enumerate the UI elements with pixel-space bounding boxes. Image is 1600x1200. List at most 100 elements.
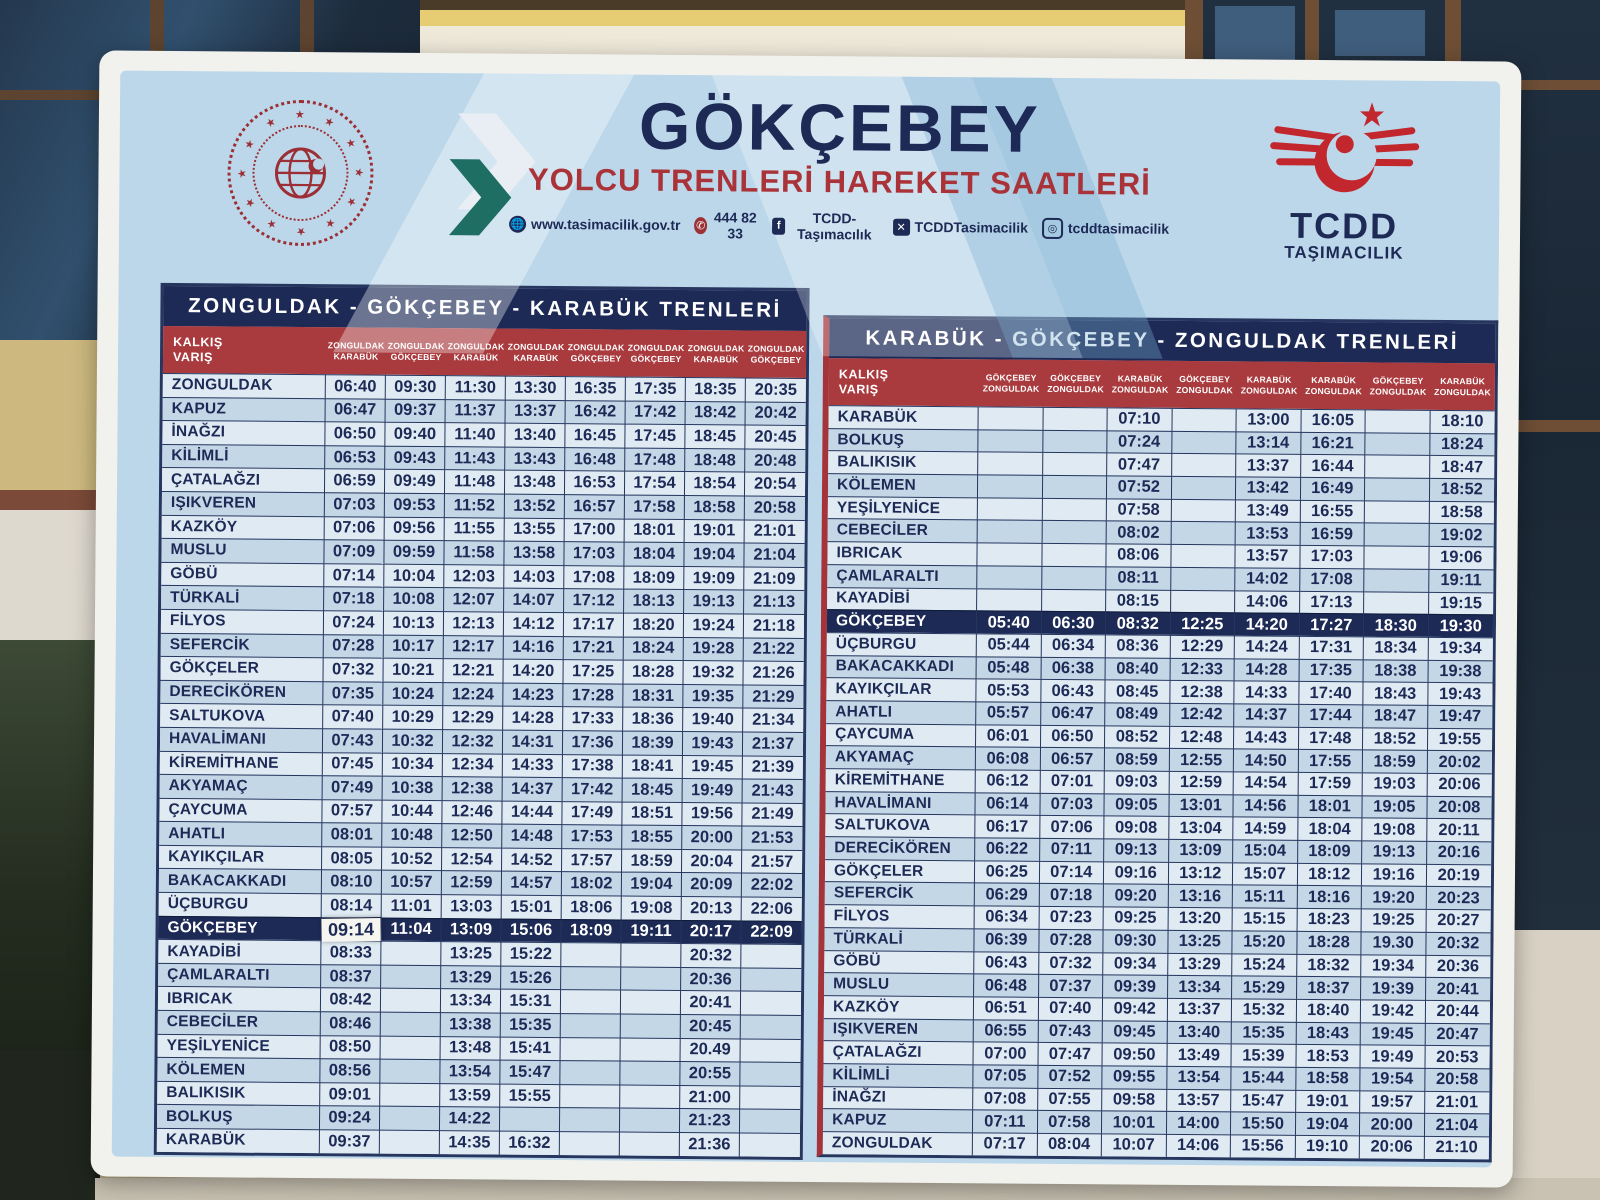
time-cell: 18:41 — [622, 754, 683, 779]
time-cell: 08:32 — [1105, 611, 1171, 635]
time-cell: 09:37 — [319, 1129, 380, 1154]
time-cell: 17:44 — [1298, 703, 1364, 728]
time-cell: 07:32 — [323, 657, 384, 682]
time-cell: 07:24 — [323, 610, 385, 635]
column-header: GÖKÇEBEY ZONGULDAK — [982, 372, 1040, 394]
station-name: HAVALİMANI — [825, 790, 976, 815]
time-cell: 13:37 — [505, 399, 566, 424]
seal-star-icon: ★ — [352, 167, 365, 178]
time-cell: 20:11 — [1426, 818, 1492, 842]
time-cell: 15:47 — [500, 1059, 561, 1084]
time-cell: 17:28 — [563, 682, 624, 707]
time-cell: 20:45 — [680, 1014, 741, 1039]
time-cell: 13:49 — [1167, 1043, 1232, 1067]
time-cell: 15:22 — [501, 941, 562, 966]
time-cell: 09:39 — [1103, 974, 1168, 998]
time-cell: 18:24 — [623, 636, 684, 661]
time-cell: 20:16 — [1426, 840, 1492, 865]
station-name: KAPUZ — [162, 396, 326, 422]
time-cell: 20:41 — [1425, 977, 1491, 1001]
contact-row: 🌐 www.tasimacilik.gov.tr ✆ 444 82 33 f T… — [509, 208, 1169, 245]
time-cell: 18:02 — [561, 871, 623, 896]
time-cell: 12:42 — [1169, 702, 1235, 726]
time-cell: 14:35 — [439, 1130, 500, 1155]
time-cell: 18:24 — [1429, 432, 1495, 456]
station-name: BAKACAKKADI — [826, 654, 977, 679]
seal-star-icon: ★ — [294, 108, 305, 122]
time-cell: 16:44 — [1300, 454, 1366, 478]
time-cell: 11:52 — [444, 493, 505, 518]
time-cell: 06:08 — [975, 746, 1041, 770]
time-cell: 12:48 — [1169, 725, 1235, 749]
time-cell — [978, 406, 1044, 430]
time-cell: 20:06 — [1427, 772, 1492, 797]
column-header: GÖKÇEBEY ZONGULDAK — [1369, 375, 1427, 397]
time-cell: 07:06 — [324, 515, 385, 540]
time-cell: 19:06 — [1428, 546, 1494, 570]
time-cell: 07:00 — [973, 1041, 1039, 1065]
time-cell: 07:23 — [1039, 905, 1104, 930]
station-name: AHATLI — [826, 700, 977, 724]
time-cell: 06:53 — [325, 445, 386, 470]
time-cell: 09:43 — [385, 445, 446, 470]
time-cell: 19:25 — [1361, 908, 1427, 932]
time-cell: 15:29 — [1232, 975, 1297, 999]
time-cell: 21:43 — [742, 778, 803, 803]
time-cell: 13:40 — [1167, 1020, 1232, 1044]
station-name: TÜRKALİ — [824, 926, 975, 951]
station-name: ÇAMLARALTI — [827, 563, 978, 588]
time-cell: 19:13 — [684, 589, 745, 614]
time-cell: 19:45 — [682, 754, 743, 779]
time-cell: 12:46 — [442, 799, 503, 824]
time-cell: 11:55 — [444, 516, 505, 541]
table-karabuk-zonguldak: KARABÜK - GÖKÇEBEY - ZONGULDAK TRENLERİ … — [816, 315, 1499, 1163]
time-cell — [740, 1014, 801, 1039]
time-cell: 16:55 — [1300, 499, 1365, 523]
seal-star-icon: ★ — [263, 115, 279, 131]
time-cell: 09:24 — [319, 1105, 381, 1130]
time-cell: 18:06 — [561, 895, 622, 920]
time-cell: 21:10 — [1424, 1135, 1489, 1160]
time-cell: 13:57 — [1166, 1088, 1232, 1112]
time-cell: 18:32 — [1296, 953, 1362, 977]
time-cell: 12:29 — [1170, 634, 1235, 658]
time-cell — [1170, 543, 1236, 568]
time-cell: 09:20 — [1103, 883, 1169, 907]
station-name: YEŞİLYENİCE — [157, 1033, 321, 1059]
time-cell: 20:45 — [745, 424, 806, 449]
time-cell: 16:59 — [1300, 522, 1365, 546]
time-cell — [1171, 430, 1237, 454]
phone-item: ✆ 444 82 33 — [694, 209, 758, 242]
time-cell: 13:34 — [1167, 975, 1233, 999]
time-cell: 13:20 — [1168, 906, 1233, 931]
time-cell: 19:24 — [683, 612, 745, 638]
time-cell: 21:13 — [744, 589, 805, 614]
time-cell — [380, 1082, 441, 1107]
time-cell — [741, 967, 802, 992]
time-cell — [619, 1107, 681, 1133]
station-name: KAYADİBİ — [827, 586, 978, 611]
time-cell: 08:14 — [321, 893, 382, 918]
time-cell — [380, 1011, 441, 1036]
time-cell: 17:17 — [563, 612, 625, 637]
table-zonguldak-karabuk: ZONGULDAK - GÖKÇEBEY - KARABÜK TRENLERİ … — [153, 282, 810, 1160]
time-cell — [1041, 588, 1107, 612]
station-name: SALTUKOVA — [825, 813, 976, 838]
time-cell: 10:08 — [384, 587, 445, 612]
time-cell: 15:47 — [1231, 1088, 1296, 1113]
time-cell: 17:35 — [625, 376, 686, 401]
tcdd-subname: TAŞIMACILIK — [1284, 242, 1404, 263]
time-cell: 20:36 — [681, 966, 742, 991]
time-cell: 17:03 — [564, 541, 625, 566]
time-cell — [1171, 521, 1236, 545]
station-name: HAVALİMANI — [159, 726, 324, 752]
time-cell: 09:59 — [384, 539, 445, 564]
time-cell: 14:22 — [439, 1106, 501, 1131]
time-cell — [380, 1035, 441, 1060]
time-cell: 12:07 — [444, 587, 505, 612]
time-cell: 19:15 — [1428, 591, 1494, 615]
time-cell: 12:54 — [442, 847, 503, 872]
chevron-icon — [449, 113, 536, 249]
time-cell: 16:45 — [565, 423, 626, 448]
time-cell: 09:25 — [1103, 906, 1169, 930]
